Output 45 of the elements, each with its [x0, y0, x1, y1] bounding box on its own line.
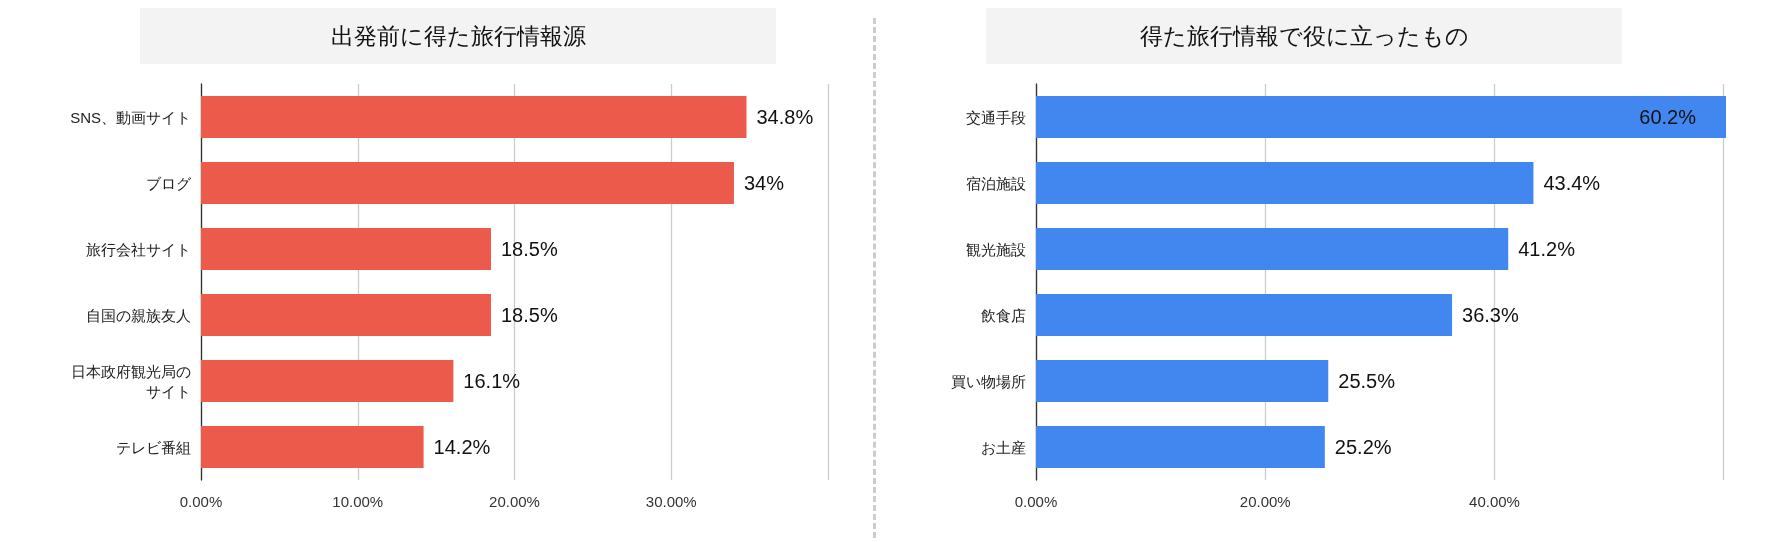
data-label: 34.8%: [756, 106, 814, 128]
chart-title: 得た旅行情報で役に立ったもの: [986, 8, 1622, 64]
x-tick-label: 30.00%: [645, 493, 697, 510]
x-tick-label: 0.00%: [1014, 493, 1058, 510]
y-tick-label: テレビ番組: [116, 438, 191, 456]
y-tick-label: 旅行会社サイト: [86, 240, 191, 258]
bar: [1036, 359, 1329, 403]
x-tick-label: 10.00%: [332, 493, 384, 510]
y-tick-label: お土産: [981, 438, 1026, 456]
y-tick-label: 交通手段: [966, 108, 1026, 126]
bar: [201, 293, 491, 337]
y-tick-label: ブログ: [146, 174, 192, 192]
y-tick-label: 宿泊施設: [966, 174, 1026, 192]
bar: [1036, 95, 1726, 139]
bar: [201, 227, 491, 271]
data-label: 43.4%: [1543, 172, 1601, 194]
x-tick-label: 20.00%: [1239, 493, 1291, 510]
data-label: 41.2%: [1518, 238, 1576, 260]
data-label: 60.2%: [1639, 106, 1697, 128]
chart-title: 出発前に得た旅行情報源: [140, 8, 776, 64]
data-label: 36.3%: [1462, 304, 1519, 326]
y-tick-label: 買い物場所: [951, 372, 1026, 390]
x-tick-label: 40.00%: [1469, 493, 1520, 510]
data-label: 34%: [743, 172, 785, 194]
y-tick-label: 自国の親族友人: [86, 306, 191, 324]
bar: [1036, 161, 1534, 205]
y-tick-label: 観光施設: [966, 240, 1026, 258]
y-tick-label: SNS、動画サイト: [70, 108, 191, 126]
data-label: 18.5%: [500, 238, 558, 260]
bar: [1036, 293, 1453, 337]
data-label: 16.1%: [463, 370, 521, 392]
bar: [201, 95, 747, 139]
bar: [201, 359, 454, 403]
data-label: 25.5%: [1338, 370, 1396, 392]
x-tick-label: 0.00%: [179, 493, 223, 510]
bar: [201, 425, 424, 469]
data-label: 14.2%: [433, 436, 491, 458]
x-tick-label: 20.00%: [489, 493, 540, 510]
bar: [1036, 425, 1325, 469]
bar: [201, 161, 734, 205]
data-label: 25.2%: [1334, 436, 1392, 458]
bar: [1036, 227, 1509, 271]
data-label: 18.5%: [500, 304, 558, 326]
y-tick-label: 飲食店: [981, 306, 1026, 324]
y-tick-label: 日本政府観光局のサイト: [71, 362, 191, 400]
